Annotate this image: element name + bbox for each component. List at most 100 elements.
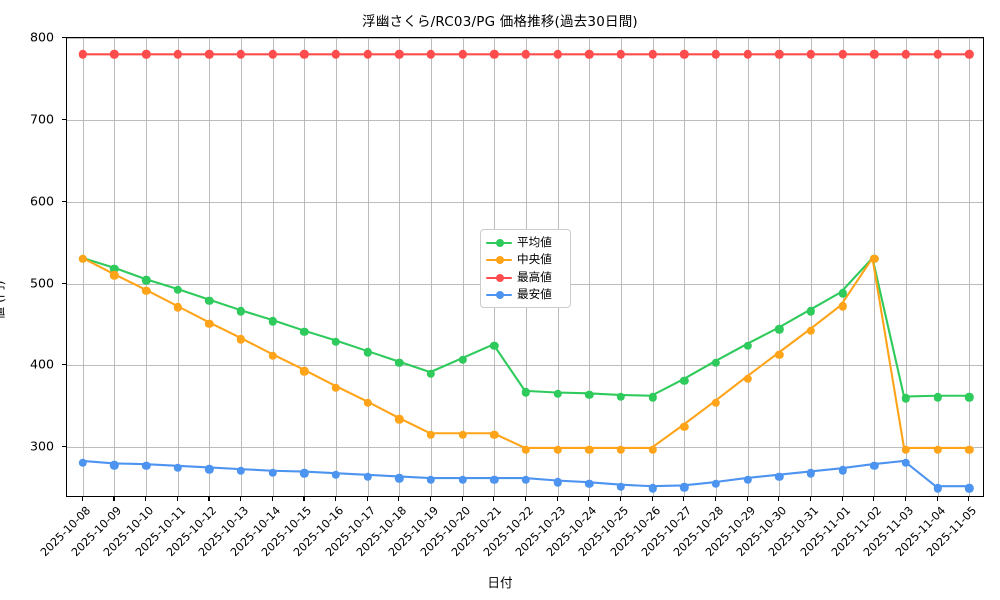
x-tick-mark-2025-10-28 (714, 497, 717, 501)
data-point-最高値-2025-10-30 (775, 50, 784, 59)
data-point-中央値-2025-10-29 (743, 374, 752, 383)
data-point-平均値-2025-10-16 (331, 337, 341, 346)
data-point-中央値-2025-11-04 (933, 445, 942, 454)
data-point-最高値-2025-10-16 (331, 50, 341, 59)
y-tick-mark-300 (62, 446, 66, 448)
data-point-最高値-2025-10-29 (743, 50, 752, 59)
legend-dot-icon (495, 256, 504, 265)
data-point-中央値-2025-10-31 (806, 326, 816, 336)
data-point-中央値-2025-10-18 (395, 415, 404, 424)
data-point-最安値-2025-10-09 (110, 461, 119, 470)
data-point-平均値-2025-11-03 (901, 393, 911, 403)
x-tick-mark-2025-10-30 (778, 497, 780, 501)
data-point-中央値-2025-10-09 (110, 271, 119, 280)
data-point-平均値-2025-10-12 (205, 296, 214, 305)
gridline-vertical-12 (462, 38, 464, 496)
data-point-中央値-2025-10-26 (648, 445, 657, 454)
gridline-vertical-24 (842, 38, 844, 496)
data-point-最安値-2025-10-25 (616, 482, 626, 491)
legend-item-最高値[interactable]: 最高値 (486, 269, 565, 287)
data-point-最安値-2025-10-19 (426, 475, 436, 485)
data-point-中央値-2025-10-21 (490, 430, 499, 440)
data-point-最高値-2025-10-26 (648, 50, 657, 59)
data-point-中央値-2025-10-30 (775, 350, 784, 359)
data-point-中央値-2025-11-03 (901, 445, 911, 454)
x-tick-mark-2025-11-02 (873, 497, 875, 501)
x-tick-mark-2025-11-04 (936, 497, 938, 501)
data-point-最安値-2025-10-15 (300, 469, 309, 478)
x-tick-mark-2025-10-22 (525, 497, 527, 501)
data-point-平均値-2025-10-30 (775, 325, 784, 334)
data-point-最高値-2025-10-18 (395, 50, 404, 59)
data-point-中央値-2025-11-02 (870, 254, 879, 264)
x-tick-mark-2025-10-09 (113, 497, 115, 501)
gridline-vertical-8 (336, 38, 338, 496)
legend-item-中央値[interactable]: 中央値 (486, 252, 565, 270)
data-point-最高値-2025-10-19 (426, 50, 436, 59)
data-point-平均値-2025-10-13 (236, 307, 246, 316)
legend-label: 平均値 (517, 234, 552, 249)
gridline-vertical-20 (715, 38, 717, 496)
gridline-vertical-16 (589, 38, 591, 496)
x-tick-mark-2025-10-24 (588, 497, 590, 501)
data-point-最高値-2025-10-09 (110, 50, 119, 59)
x-tick-mark-2025-10-18 (398, 497, 400, 501)
legend-item-平均値[interactable]: 平均値 (486, 234, 565, 252)
gridline-vertical-6 (272, 38, 274, 496)
legend-item-最安値[interactable]: 最安値 (486, 287, 565, 305)
data-point-最安値-2025-10-30 (775, 472, 784, 481)
data-point-平均値-2025-10-29 (743, 341, 752, 350)
marker-layer (67, 38, 983, 496)
x-tick-mark-2025-11-03 (904, 497, 906, 501)
y-tick-mark-400 (62, 364, 66, 366)
data-point-最高値-2025-10-31 (806, 50, 816, 59)
y-tick-mark-500 (62, 282, 66, 284)
gridline-vertical-7 (304, 38, 306, 496)
data-point-最高値-2025-10-20 (458, 50, 467, 59)
x-axis-title: 日付 (487, 575, 513, 590)
x-tick-mark-2025-10-10 (145, 497, 147, 501)
y-tick-label-300: 300 (29, 438, 54, 454)
data-point-最安値-2025-10-24 (585, 479, 594, 489)
y-tick-label-600: 600 (29, 193, 54, 209)
x-tick-mark-2025-10-16 (335, 497, 337, 501)
legend-swatch-中央値 (486, 254, 512, 266)
x-tick-mark-2025-10-13 (240, 497, 242, 501)
gridline-horizontal-800 (67, 38, 983, 39)
data-point-平均値-2025-10-10 (141, 276, 151, 285)
gridline-horizontal-700 (67, 119, 983, 121)
data-point-最安値-2025-10-22 (521, 475, 531, 485)
data-point-中央値-2025-10-16 (331, 383, 341, 392)
data-point-最高値-2025-10-08 (78, 50, 88, 59)
data-point-中央値-2025-10-22 (521, 445, 531, 454)
y-tick-label-700: 700 (29, 111, 54, 127)
data-point-最高値-2025-10-10 (141, 50, 151, 59)
data-point-最安値-2025-11-01 (838, 465, 847, 475)
data-point-最安値-2025-10-13 (236, 466, 246, 476)
data-point-最高値-2025-10-12 (205, 50, 214, 59)
data-point-最安値-2025-10-31 (806, 469, 816, 478)
data-point-最高値-2025-11-04 (933, 50, 942, 59)
data-point-平均値-2025-10-14 (268, 316, 277, 326)
data-point-平均値-2025-10-24 (585, 390, 594, 400)
x-tick-mark-2025-10-20 (461, 497, 463, 501)
x-tick-mark-2025-11-05 (968, 497, 970, 501)
data-point-最安値-2025-10-21 (490, 475, 499, 485)
legend-label: 最高値 (517, 269, 552, 284)
data-point-最安値-2025-10-14 (268, 468, 277, 477)
data-point-最安値-2025-11-03 (901, 458, 911, 467)
x-tick-mark-2025-10-19 (430, 497, 432, 501)
data-point-最安値-2025-10-20 (458, 475, 467, 485)
gridline-vertical-4 (209, 38, 211, 496)
data-point-平均値-2025-10-26 (648, 393, 657, 402)
gridline-vertical-10 (399, 38, 401, 496)
y-tick-label-500: 500 (29, 275, 54, 291)
data-point-中央値-2025-10-27 (680, 422, 689, 431)
data-point-平均値-2025-11-05 (964, 393, 974, 402)
chart-legend[interactable]: 平均値中央値 最高値最安値 (480, 229, 571, 308)
x-tick-mark-2025-10-23 (556, 497, 558, 501)
legend-swatch-平均値 (486, 237, 512, 249)
data-point-最高値-2025-10-11 (173, 50, 182, 59)
x-tick-mark-2025-10-31 (809, 497, 811, 501)
